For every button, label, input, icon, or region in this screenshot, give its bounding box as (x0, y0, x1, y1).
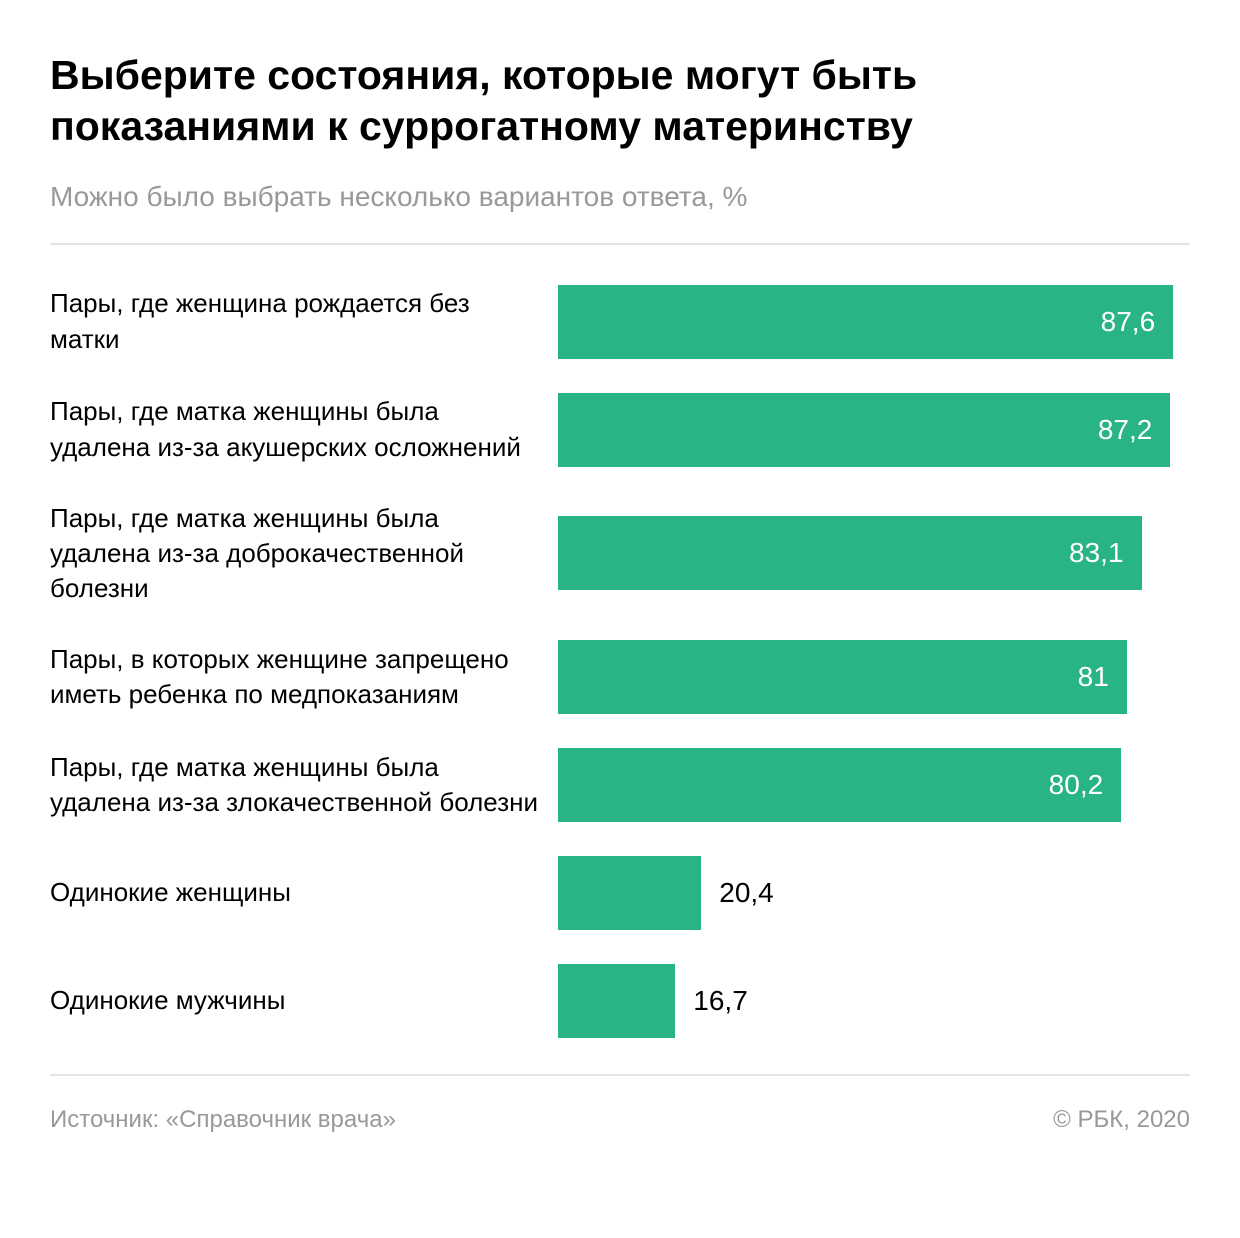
bar-value: 81 (1078, 661, 1109, 693)
bar-label: Одинокие женщины (50, 875, 558, 910)
bar-value: 87,2 (1098, 414, 1153, 446)
chart-page: Выберите состояния, которые могут быть п… (0, 0, 1240, 1174)
bar-label: Пары, где женщина рождается без матки (50, 286, 558, 356)
source-text: Источник: «Справочник врача» (50, 1106, 396, 1134)
bar-area: 83,1 (558, 516, 1190, 590)
bar-area: 87,6 (558, 285, 1190, 359)
bar-value: 83,1 (1069, 537, 1124, 569)
bar-value: 16,7 (693, 985, 748, 1017)
bar-area: 87,2 (558, 393, 1190, 467)
bar-row: Пары, где матка женщины была удалена из-… (50, 501, 1190, 606)
bar-row: Пары, где женщина рождается без матки 87,… (50, 285, 1190, 359)
bar-area: 80,2 (558, 748, 1190, 822)
bar: 83,1 (558, 516, 1142, 590)
bar-value: 20,4 (719, 877, 774, 909)
bar-row: Одинокие женщины 20,4 (50, 856, 1190, 930)
bar-label: Пары, в которых женщине запрещено иметь … (50, 642, 558, 712)
chart-title: Выберите состояния, которые могут быть п… (50, 50, 1190, 153)
bar: 87,6 (558, 285, 1173, 359)
bar-label: Пары, где матка женщины была удалена из-… (50, 394, 558, 464)
bar-label: Одинокие мужчины (50, 983, 558, 1018)
bar-label: Пары, где матка женщины была удалена из-… (50, 501, 558, 606)
bar-value: 87,6 (1101, 306, 1156, 338)
bar-value: 80,2 (1049, 769, 1104, 801)
bar-row: Пары, в которых женщине запрещено иметь … (50, 640, 1190, 714)
bar-row: Пары, где матка женщины была удалена из-… (50, 393, 1190, 467)
copyright-text: © РБК, 2020 (1053, 1106, 1190, 1134)
bar: 87,2 (558, 393, 1170, 467)
bar-area: 81 (558, 640, 1190, 714)
bar-area: 20,4 (558, 856, 1190, 930)
bar-area: 16,7 (558, 964, 1190, 1038)
bar-label: Пары, где матка женщины была удалена из-… (50, 750, 558, 820)
chart-footer: Источник: «Справочник врача» © РБК, 2020 (50, 1076, 1190, 1134)
bar (558, 856, 701, 930)
bar-row: Пары, где матка женщины была удалена из-… (50, 748, 1190, 822)
chart-subtitle: Можно было выбрать несколько вариантов о… (50, 181, 1190, 213)
bar: 81 (558, 640, 1127, 714)
bar-chart: Пары, где женщина рождается без матки 87,… (50, 245, 1190, 1074)
bar: 80,2 (558, 748, 1121, 822)
bar (558, 964, 675, 1038)
bar-row: Одинокие мужчины 16,7 (50, 964, 1190, 1038)
